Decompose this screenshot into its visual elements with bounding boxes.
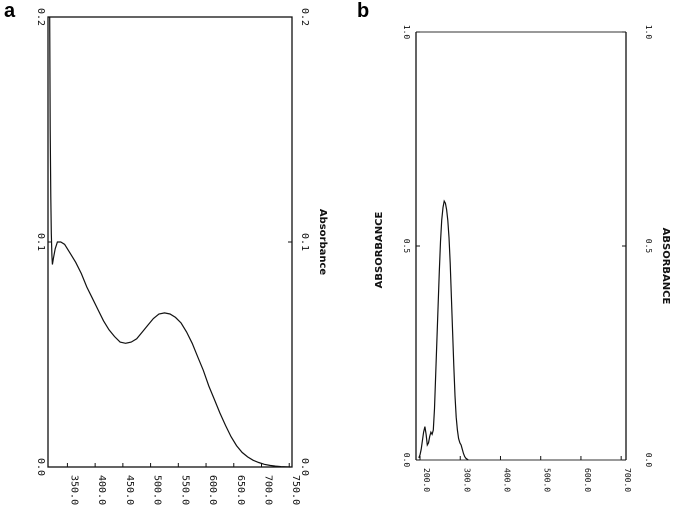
panel-a-plot-frame	[47, 16, 293, 468]
x-tick-label: 400.0	[502, 468, 511, 492]
x-tick-label: 700.0	[263, 475, 274, 505]
y-tick-label-left: 0.0	[402, 453, 411, 468]
y-tick-label-left: 0.1	[35, 233, 46, 251]
x-tick-label: 500.0	[152, 475, 163, 505]
x-tick-label: 700.0	[623, 468, 632, 492]
x-tick-label: 650.0	[235, 475, 246, 505]
panel-b-yticks-right: 0.0 0.5 1.0	[622, 25, 653, 468]
panel-b: b ABSORBANCE ABSORBANCE 0.0 0.5 1.0 0.0 0.5…	[357, 0, 671, 492]
y-tick-label-left: 0.0	[35, 458, 46, 476]
x-tick-label: 550.0	[179, 475, 190, 505]
x-tick-label: 400.0	[96, 475, 107, 505]
y-tick-label-right: 0.5	[644, 239, 653, 254]
panel-b-ylabel-left: ABSORBANCE	[374, 212, 385, 289]
y-tick-label-left: 0.5	[402, 239, 411, 254]
y-tick-label-right: 0.0	[644, 453, 653, 468]
panel-letter-a: a	[4, 0, 16, 22]
panel-a: a Absorbance 0.0 0.1 0.2 0.0 0.1 0.2 350.0 40…	[4, 0, 328, 505]
y-tick-label-left: 0.2	[35, 8, 46, 26]
x-tick-label: 450.0	[124, 475, 135, 505]
x-tick-label: 200.0	[422, 468, 431, 492]
x-tick-label: 750.0	[290, 475, 301, 505]
y-tick-label-right: 0.0	[299, 458, 310, 476]
x-tick-label: 600.0	[207, 475, 218, 505]
panel-b-xticks: 200.0 300.0 400.0 500.0 600.0 700.0	[419, 456, 632, 492]
y-tick-label-right: 0.1	[299, 233, 310, 251]
panel-a-yticks-right: 0.0 0.1 0.2	[288, 8, 310, 476]
x-tick-label: 300.0	[462, 468, 471, 492]
x-tick-label: 350.0	[68, 475, 79, 505]
panel-b-ylabel-right: ABSORBANCE	[660, 228, 671, 305]
y-tick-label-left: 1.0	[402, 25, 411, 40]
x-tick-label: 500.0	[543, 468, 552, 492]
y-tick-label-right: 0.2	[299, 8, 310, 26]
y-tick-label-right: 1.0	[644, 25, 653, 40]
panel-b-absorbance-trace	[418, 199, 469, 461]
panel-letter-b: b	[357, 0, 369, 22]
panel-a-absorbance-trace	[49, 16, 291, 468]
panel-b-yticks-left: 0.0 0.5 1.0	[402, 25, 420, 468]
x-tick-label: 600.0	[583, 468, 592, 492]
panel-a-xticks: 350.0 400.0 450.0 500.0 550.0 600.0 650.0 700.0…	[66, 463, 301, 505]
panel-a-ylabel: Absorbance	[317, 209, 328, 276]
